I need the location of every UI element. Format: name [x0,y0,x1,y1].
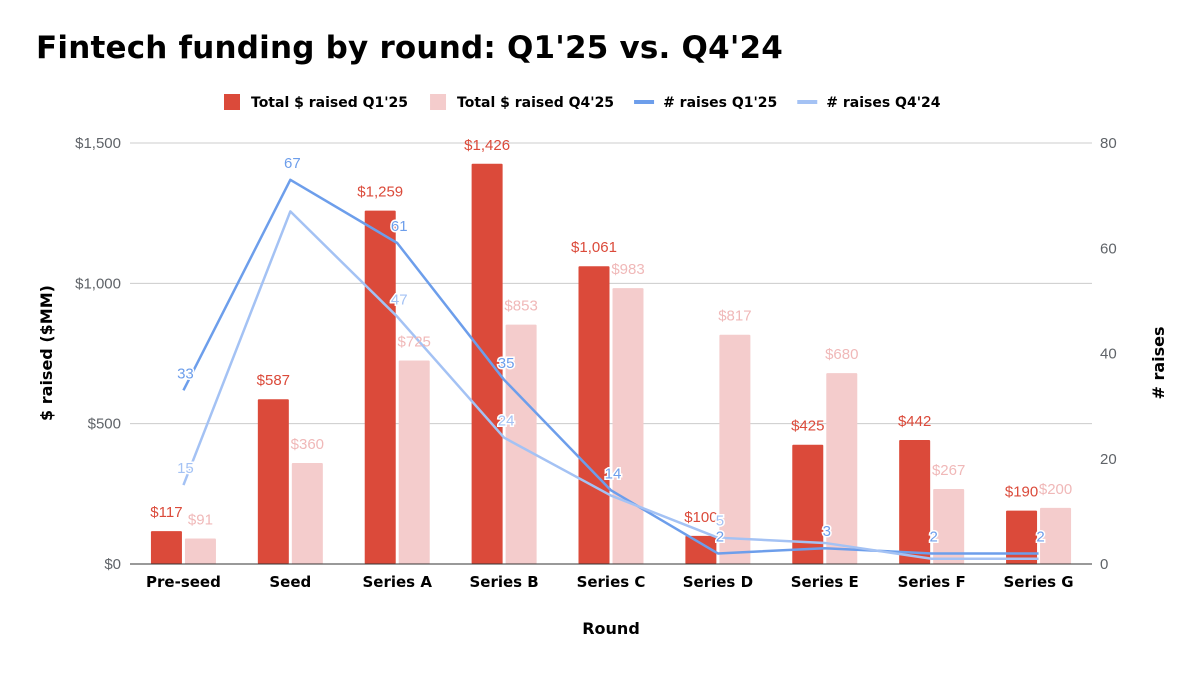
y2-tick-label: 0 [1100,556,1108,573]
y2-tick-label: 40 [1100,346,1117,363]
y-tick-label: $1,000 [75,275,121,292]
bar-data-label: $817 [718,308,751,325]
line-data-label: 24 [498,413,515,430]
bar-data-label: $983 [611,261,644,278]
bar [826,373,858,564]
bar-data-label: $100 [684,509,717,526]
line-data-label: 5 [716,513,724,530]
line-data-label: 35 [498,355,515,372]
line-data-label: 67 [284,155,301,172]
bar [899,439,931,564]
bar-data-label: $360 [291,436,324,453]
line-data-label: 47 [391,292,408,309]
grid-lines [130,142,1092,425]
legend-swatch [224,94,240,110]
line-data-label: 14 [605,465,622,482]
x-tick-label: Series G [1003,573,1073,591]
y-tick-label: $500 [88,416,121,433]
bar [184,538,216,564]
legend-label: # raises Q4'24 [826,95,940,111]
bar-data-label: $1,426 [464,137,510,154]
x-tick-label: Series E [791,573,859,591]
bar [364,210,396,564]
y2-tick-label: 60 [1100,240,1117,257]
legend-label: Total $ raised Q4'25 [457,95,614,111]
bar [612,288,644,564]
bar-data-label: $587 [257,372,290,389]
line-data-label: 2 [929,528,937,545]
bar [933,489,965,564]
y-tick-label: $0 [104,556,121,573]
bar [685,535,717,564]
bar [505,324,537,564]
x-tick-label: Series F [898,573,966,591]
x-tick-label: Series B [469,573,538,591]
bar-data-label: $190 [1005,484,1038,501]
bar [150,531,182,564]
bar-data-label: $200 [1039,481,1072,498]
y2-tick-label: 80 [1100,135,1117,152]
bars-group [150,163,1072,564]
line-data-label: 61 [391,218,408,235]
data-labels-group: $117 $587 $1,259 $1,426 $1,061 $100 $425 $442 $1… [150,137,1072,547]
y-axis-title: $ raised ($MM) [37,285,56,421]
bar [471,163,503,564]
legend: Total $ raised Q1'25 Total $ raised Q4'25… [224,94,941,111]
bar-data-label: $1,061 [571,239,617,256]
bar-data-label: $725 [398,334,431,351]
bar-data-label: $442 [898,413,931,430]
bar-data-label: $853 [504,298,537,315]
bar-data-label: $117 [150,504,182,521]
bar [719,334,751,564]
bar [257,399,289,564]
bar-data-label: $91 [188,511,213,528]
bar [291,462,323,564]
x-tick-label: Series A [362,573,432,591]
legend-label: # raises Q1'25 [663,95,777,111]
bar [578,266,610,564]
bar-data-label: $267 [932,462,965,479]
legend-swatch [430,94,447,110]
x-axis-title: Round [582,619,640,638]
x-tick-label: Seed [269,573,311,591]
y2-axis-title: # raises [1149,326,1168,399]
line-data-label: 33 [177,365,194,382]
bar [1040,507,1072,564]
bar-data-label: $425 [791,418,824,435]
line-data-label: 2 [1036,528,1044,545]
y2-tick-label: 20 [1100,451,1117,468]
bar [792,444,824,564]
bar-data-label: $1,259 [357,184,403,201]
line-data-label: 15 [177,460,194,477]
x-tick-label: Series C [577,573,646,591]
chart-title: Fintech funding by round: Q1'25 vs. Q4'2… [36,30,784,66]
line-data-label: 3 [823,523,831,540]
x-tick-label: Pre-seed [146,573,221,591]
legend-label: Total $ raised Q1'25 [251,95,408,111]
bar [398,360,430,564]
lines-group [182,178,1039,560]
y-tick-label: $1,500 [75,135,121,152]
x-tick-label: Series D [683,573,753,591]
axes-group: $0 $500 $1,000 $1,500 0 20 40 60 80 Pre-seed Seed S… [75,135,1117,591]
line-data-label: 2 [716,528,724,545]
bar [1006,510,1038,564]
bar-data-label: $680 [825,346,858,363]
line-series [182,178,1039,555]
line-series [182,210,1039,560]
